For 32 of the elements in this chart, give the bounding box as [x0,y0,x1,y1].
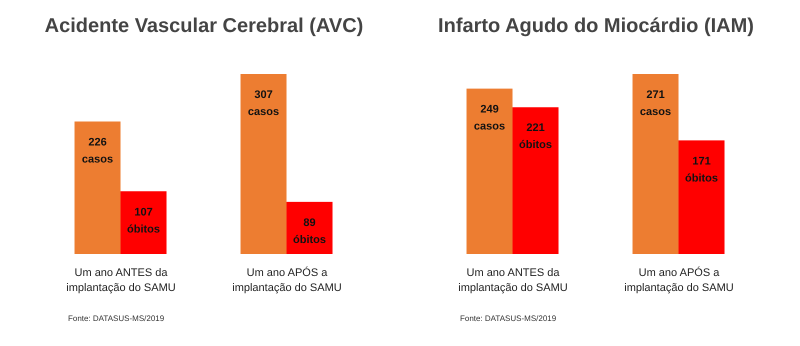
text: óbitos [293,234,326,246]
text: casos [640,106,672,118]
data-label: 107 [134,206,153,218]
chart-title: Acidente Vascular Cerebral (AVC) [44,14,364,39]
source-note: Fonte: DATASUS-MS/2019 [68,314,166,323]
bar [678,140,725,254]
series-label: óbitos [519,139,552,152]
data-label: 307 [254,89,273,101]
bar [632,74,679,254]
bar [466,88,513,254]
data-label: 271 [646,89,665,101]
series-label: óbitos [127,223,160,236]
source-note: Fonte: DATASUS-MS/2019 [460,314,558,323]
bar [120,191,167,254]
data-label: 221 [526,122,545,134]
bar [74,121,121,254]
data-label: 171 [692,155,711,168]
bar [286,202,333,254]
text: casos [82,153,114,166]
data-label: 226 [88,136,107,148]
text: óbitos [685,172,718,184]
bar [512,107,559,254]
series-label: casos [474,120,506,133]
x-tick-label: Um ano ANTES da implantação do SAMU [66,267,176,294]
x-tick-label: Um ano APÓS a implantação do SAMU [624,266,734,294]
series-label: casos [248,106,280,118]
x-tick-label: Um ano ANTES da implantação do SAMU [458,267,568,294]
chart-title: Infarto Agudo do Miocárdio (IAM) [437,14,755,39]
data-label: 249 [480,104,499,116]
data-label: 89 [303,216,316,229]
x-tick-label: Um ano APÓS a implantação do SAMU [232,266,342,294]
bar [240,74,287,254]
